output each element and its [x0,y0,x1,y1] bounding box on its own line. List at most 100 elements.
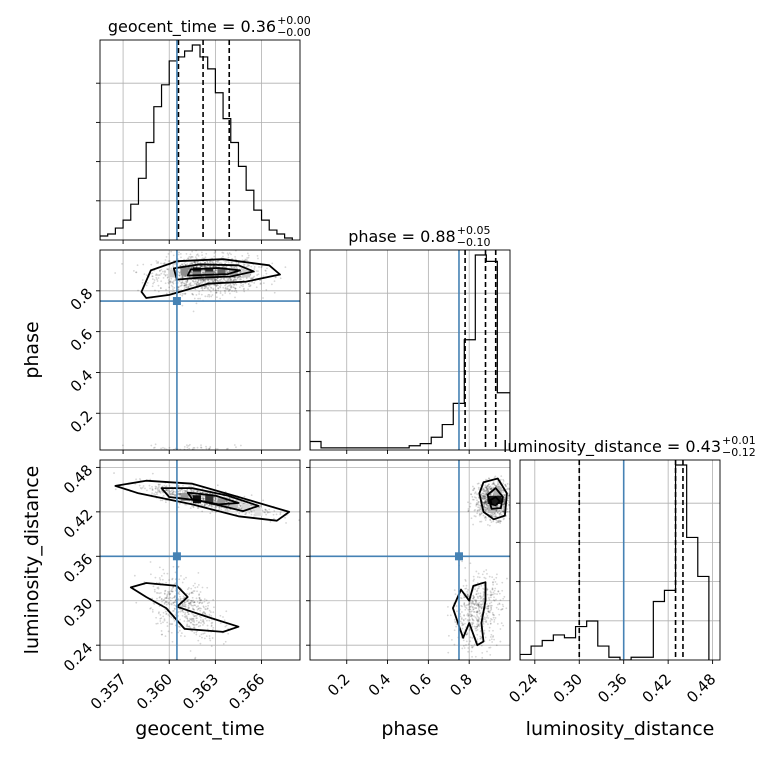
sample-point [186,444,188,447]
sample-point [225,504,228,507]
sample-point [191,596,194,599]
sample-point [460,617,463,619]
sample-point [196,491,198,493]
sample-point [155,622,158,625]
sample-point [483,503,486,506]
sample-point [199,265,202,268]
sample-point [202,278,205,281]
sample-point [463,604,466,607]
sample-point [222,255,224,258]
sample-point [486,487,489,490]
hist-panel-phase [306,249,511,454]
sample-point [476,587,479,590]
contour-line [186,267,241,277]
sample-point [183,597,185,600]
sample-point [205,492,207,494]
sample-point [214,447,217,450]
sample-point [168,615,171,618]
sample-point [169,280,172,283]
sample-point [206,608,209,610]
sample-point [224,509,227,512]
sample-point [183,262,186,265]
sample-point [195,283,198,286]
sample-point [165,600,167,603]
sample-point [190,592,193,594]
sample-point [151,472,154,475]
sample-point [467,595,470,597]
sample-point [140,487,143,490]
sample-point [225,280,228,283]
sample-point [467,614,470,617]
sample-point [514,481,516,483]
sample-point [196,600,199,603]
sample-point [222,286,225,289]
sample-point [233,266,236,269]
sample-point [187,602,190,605]
sample-point [490,488,492,490]
sample-point [153,493,156,495]
sample-point [181,294,184,297]
sample-point [238,507,241,510]
sample-point [195,623,197,626]
sample-point [194,614,197,617]
sample-point [471,600,474,603]
sample-point [205,286,208,289]
sample-point [168,280,171,283]
sample-point [158,483,160,486]
sample-point [144,487,146,490]
sample-point [233,284,236,286]
sample-point [469,611,472,613]
sample-point [157,262,160,264]
sample-point [490,521,493,524]
sample-point [480,606,483,609]
sample-point [483,632,486,634]
sample-point [213,278,216,281]
y-tick-label-luminosity_distance: 0.42 [60,505,96,541]
sample-point [470,517,473,520]
sample-point [231,276,234,279]
sample-point [215,279,218,281]
sample-point [163,593,166,595]
sample-point [484,499,487,502]
sample-point [190,604,193,607]
sample-point [485,500,488,503]
sample-point [193,282,196,285]
panel-border [309,459,511,661]
sample-point [502,489,505,492]
sample-point [472,498,475,501]
sample-point [476,638,479,641]
sample-point [236,276,239,279]
x-tick-label-phase: 0.4 [365,670,395,700]
sample-point [234,296,236,299]
sample-point [143,273,146,275]
sample-point [502,510,505,513]
sample-point [187,607,190,609]
sample-point [492,616,495,619]
sample-point [483,502,486,505]
sample-point [151,597,154,600]
sample-point [178,494,181,497]
sample-point [213,255,216,258]
sample-point [156,493,159,496]
sample-point [485,486,488,489]
sample-point [226,285,229,288]
sample-point [490,608,493,611]
sample-point [484,519,487,521]
sample-point [180,605,182,608]
sample-point [488,611,490,613]
sample-point [503,499,506,502]
sample-point [501,608,504,610]
sample-point [215,499,217,501]
sample-point [191,592,194,595]
sample-point [135,478,138,481]
sample-point [486,615,489,617]
sample-point [487,491,489,493]
sample-point [492,482,495,485]
sample-point [502,480,505,482]
sample-point [190,591,193,594]
sample-point [173,620,176,622]
sample-point [471,599,474,602]
sample-point [516,495,518,497]
sample-point [503,517,505,520]
sample-point [191,493,194,496]
